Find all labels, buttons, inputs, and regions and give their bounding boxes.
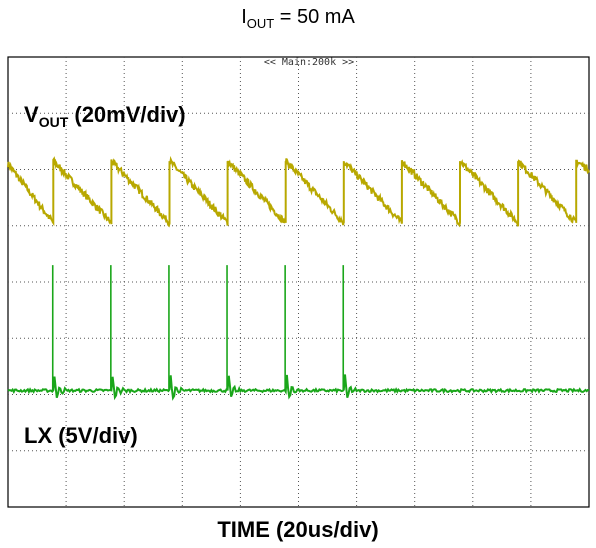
scope-banner: << Main:200k >>	[264, 57, 354, 68]
lx-label: LX (5V/div)	[24, 423, 138, 448]
lx-trace	[7, 374, 589, 401]
vout-label: VOUT (20mV/div)	[24, 102, 186, 130]
chart-title: IOUT = 50 mA	[241, 6, 355, 31]
grid	[8, 57, 589, 507]
traces	[7, 155, 590, 401]
x-axis-label: TIME (20us/div)	[217, 517, 379, 542]
vout-trace	[7, 155, 590, 228]
